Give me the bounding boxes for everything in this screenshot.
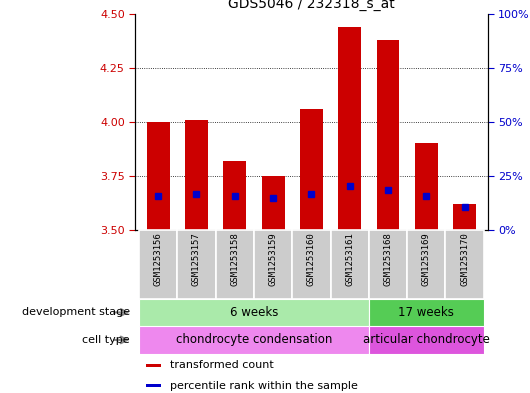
FancyBboxPatch shape (139, 299, 369, 326)
FancyBboxPatch shape (139, 326, 369, 354)
Text: GSM1253170: GSM1253170 (460, 232, 469, 286)
Bar (415, 143, 438, 230)
Text: 6 weeks: 6 weeks (229, 306, 278, 319)
Title: GDS5046 / 232318_s_at: GDS5046 / 232318_s_at (228, 0, 395, 11)
FancyBboxPatch shape (216, 230, 254, 299)
Bar (146, 384, 161, 387)
Bar (338, 27, 361, 230)
FancyBboxPatch shape (369, 326, 484, 354)
Text: GSM1253158: GSM1253158 (230, 232, 239, 286)
FancyBboxPatch shape (178, 230, 216, 299)
Bar (223, 161, 246, 230)
Text: transformed count: transformed count (171, 360, 274, 370)
Bar (262, 176, 285, 230)
FancyBboxPatch shape (407, 230, 445, 299)
Bar (185, 120, 208, 230)
Text: GSM1253161: GSM1253161 (345, 232, 354, 286)
Text: GSM1253156: GSM1253156 (154, 232, 163, 286)
Bar (376, 40, 400, 230)
Text: development stage: development stage (22, 307, 130, 318)
Bar (300, 109, 323, 230)
Text: percentile rank within the sample: percentile rank within the sample (171, 381, 358, 391)
FancyBboxPatch shape (292, 230, 331, 299)
Text: chondrocyte condensation: chondrocyte condensation (176, 333, 332, 347)
Text: GSM1253159: GSM1253159 (269, 232, 278, 286)
FancyBboxPatch shape (369, 230, 407, 299)
FancyBboxPatch shape (254, 230, 292, 299)
Bar (146, 364, 161, 367)
Text: GSM1253169: GSM1253169 (422, 232, 431, 286)
Text: GSM1253168: GSM1253168 (384, 232, 393, 286)
FancyBboxPatch shape (331, 230, 369, 299)
FancyBboxPatch shape (369, 299, 484, 326)
Text: 17 weeks: 17 weeks (399, 306, 454, 319)
Text: articular chondrocyte: articular chondrocyte (363, 333, 490, 347)
Text: GSM1253160: GSM1253160 (307, 232, 316, 286)
Text: GSM1253157: GSM1253157 (192, 232, 201, 286)
FancyBboxPatch shape (445, 230, 484, 299)
Bar (453, 204, 476, 230)
FancyBboxPatch shape (139, 230, 178, 299)
Bar (147, 122, 170, 230)
Text: cell type: cell type (82, 335, 130, 345)
